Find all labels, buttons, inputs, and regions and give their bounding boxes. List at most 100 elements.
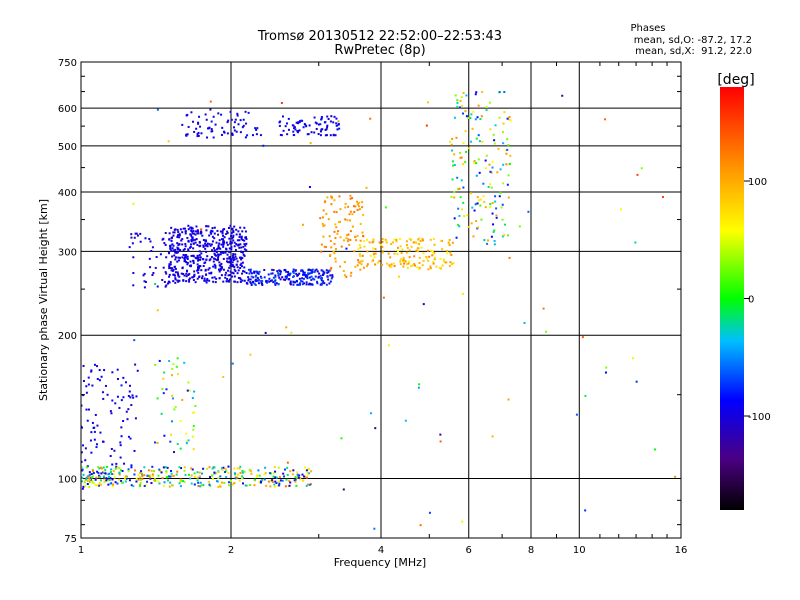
data-point xyxy=(148,238,151,241)
data-point xyxy=(402,259,405,262)
data-point xyxy=(284,275,287,278)
data-point xyxy=(372,253,375,256)
data-point xyxy=(518,225,521,228)
data-point xyxy=(128,390,131,393)
data-point xyxy=(241,261,244,264)
data-point xyxy=(177,233,180,236)
data-point xyxy=(166,466,169,469)
data-point xyxy=(313,271,316,274)
data-point xyxy=(207,268,210,271)
data-point xyxy=(307,272,310,275)
data-point xyxy=(368,241,371,244)
data-point xyxy=(176,251,179,254)
data-point xyxy=(448,265,451,268)
data-point xyxy=(217,268,220,271)
data-point xyxy=(181,266,184,269)
data-point xyxy=(222,238,225,241)
data-point xyxy=(195,225,198,228)
data-point xyxy=(455,236,458,239)
data-point xyxy=(135,480,138,483)
data-point xyxy=(359,239,362,242)
data-point xyxy=(481,140,484,143)
data-point xyxy=(293,127,296,130)
data-point xyxy=(271,480,274,483)
data-point xyxy=(361,201,364,204)
data-point xyxy=(386,262,389,265)
data-point xyxy=(260,277,263,280)
data-point xyxy=(357,202,360,205)
data-point xyxy=(390,243,393,246)
data-point xyxy=(257,469,260,472)
data-point xyxy=(433,256,436,259)
data-point xyxy=(199,265,202,268)
data-point xyxy=(502,182,505,185)
data-point xyxy=(241,126,244,129)
data-point xyxy=(98,467,101,470)
data-point xyxy=(113,449,116,452)
data-point xyxy=(146,480,149,483)
data-point xyxy=(380,243,383,246)
data-point xyxy=(86,465,89,468)
data-point xyxy=(106,393,109,396)
data-point xyxy=(189,233,192,236)
data-point xyxy=(185,261,188,264)
data-point xyxy=(130,236,133,239)
data-point xyxy=(477,134,480,137)
data-point xyxy=(184,259,187,262)
data-point xyxy=(191,435,194,438)
data-point xyxy=(202,467,205,470)
data-point xyxy=(301,283,304,286)
data-point xyxy=(284,485,287,488)
data-point xyxy=(179,256,182,259)
data-point xyxy=(183,248,186,251)
data-point xyxy=(233,275,236,278)
data-point xyxy=(168,252,171,255)
data-point xyxy=(292,130,295,133)
x-tick-label: 2 xyxy=(228,545,234,556)
data-point xyxy=(164,271,167,274)
data-point xyxy=(439,258,442,261)
data-point xyxy=(230,263,233,266)
data-point xyxy=(229,274,232,277)
data-point xyxy=(204,244,207,247)
data-point xyxy=(219,253,222,256)
data-point xyxy=(96,424,99,427)
data-point xyxy=(467,225,470,228)
data-point xyxy=(217,471,220,474)
data-point xyxy=(236,112,239,115)
data-point xyxy=(286,270,289,273)
data-point xyxy=(393,238,396,241)
data-point xyxy=(154,363,157,366)
data-point xyxy=(363,245,366,248)
data-point xyxy=(429,265,432,268)
data-point xyxy=(275,481,278,484)
data-point xyxy=(247,279,250,282)
data-point xyxy=(162,484,165,487)
data-point xyxy=(168,267,171,270)
data-point xyxy=(292,469,295,472)
data-point xyxy=(189,243,192,246)
data-point xyxy=(125,477,128,480)
data-point xyxy=(181,231,184,234)
data-point xyxy=(220,481,223,484)
data-point xyxy=(168,238,171,241)
data-point xyxy=(362,213,365,216)
data-point xyxy=(151,473,154,476)
data-point xyxy=(90,451,93,454)
data-point xyxy=(255,475,258,478)
data-point xyxy=(489,170,492,173)
data-point xyxy=(228,280,231,283)
data-point xyxy=(99,466,102,469)
data-point xyxy=(183,466,186,469)
data-point xyxy=(300,119,303,122)
data-point xyxy=(584,509,587,512)
data-point xyxy=(334,257,337,260)
data-point xyxy=(326,275,329,278)
data-point xyxy=(430,249,433,252)
data-point xyxy=(127,435,130,438)
data-point xyxy=(178,466,181,469)
data-point xyxy=(188,272,191,275)
data-point xyxy=(197,121,200,124)
data-point xyxy=(267,480,270,483)
data-point xyxy=(161,387,164,390)
